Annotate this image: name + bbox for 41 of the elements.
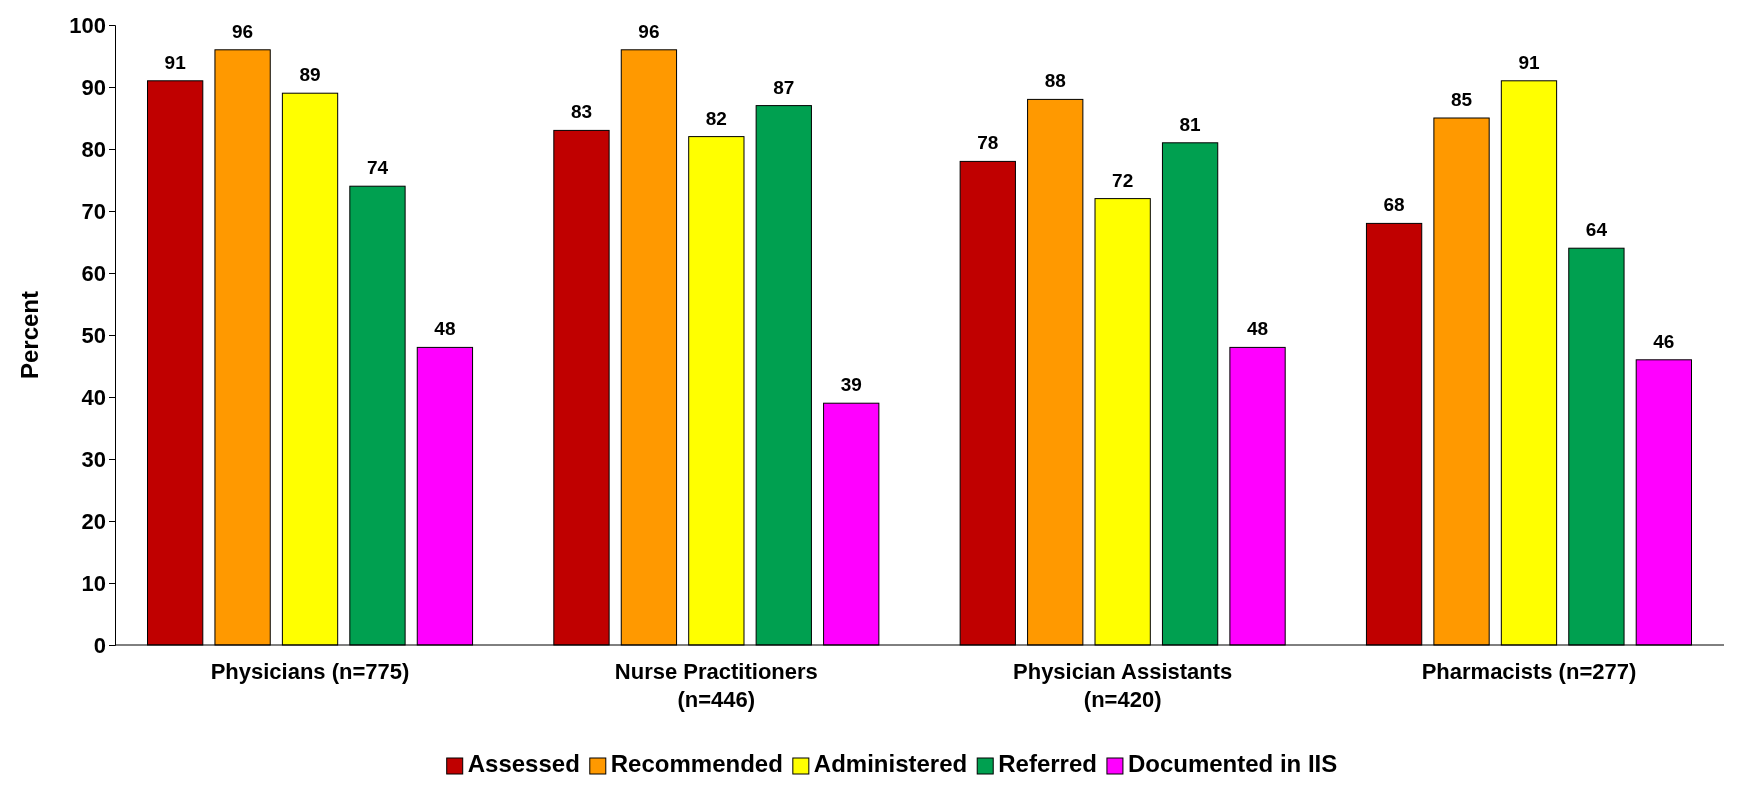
y-tick-label: 40 xyxy=(81,384,106,410)
x-tick-label: Nurse Practitioners (n=446) xyxy=(614,659,818,712)
y-tick-label: 0 xyxy=(93,632,106,658)
y-tick-label: 70 xyxy=(81,198,106,224)
x-tick-label: Physicians (n=775) xyxy=(210,659,410,684)
data-label: 68 xyxy=(1383,194,1405,216)
y-tick-label: 60 xyxy=(81,260,106,286)
data-label: 96 xyxy=(638,20,660,42)
data-label: 46 xyxy=(1653,330,1675,352)
data-label: 91 xyxy=(1518,51,1540,73)
data-label: 96 xyxy=(232,20,254,42)
y-tick-label: 90 xyxy=(81,74,106,100)
data-label: 64 xyxy=(1585,219,1608,241)
y-tick-label: 30 xyxy=(81,446,106,472)
data-label: 39 xyxy=(840,374,862,396)
y-tick-label: 50 xyxy=(81,322,106,348)
data-label: 85 xyxy=(1450,89,1473,110)
x-tick-label: Pharmacists (n=277) xyxy=(1421,659,1637,684)
data-label: 72 xyxy=(1112,169,1134,191)
data-label: 48 xyxy=(1246,318,1269,340)
data-label: 82 xyxy=(705,107,727,129)
data-label: 89 xyxy=(299,64,321,86)
y-tick-label: 10 xyxy=(81,570,106,596)
y-tick-label: 20 xyxy=(81,508,106,534)
legend-label: Recommended xyxy=(610,750,783,777)
data-label: 83 xyxy=(570,101,593,123)
legend-label: Assessed xyxy=(467,750,580,777)
legend-label: Administered xyxy=(813,750,968,777)
data-label: 91 xyxy=(164,51,187,73)
y-tick-label: 80 xyxy=(81,136,106,162)
y-axis-title: Percent xyxy=(16,290,43,380)
y-tick-label: 100 xyxy=(69,12,106,38)
x-tick-label: Physician Assistants (n=420) xyxy=(1013,659,1233,712)
data-label: 81 xyxy=(1179,113,1202,135)
data-label: 87 xyxy=(773,76,795,98)
legend-label: Documented in IIS xyxy=(1127,750,1338,777)
data-label: 78 xyxy=(977,132,999,154)
data-label: 74 xyxy=(366,157,389,179)
data-label: 88 xyxy=(1044,70,1066,92)
data-label: 48 xyxy=(434,318,456,340)
legend-label: Referred xyxy=(998,750,1097,777)
